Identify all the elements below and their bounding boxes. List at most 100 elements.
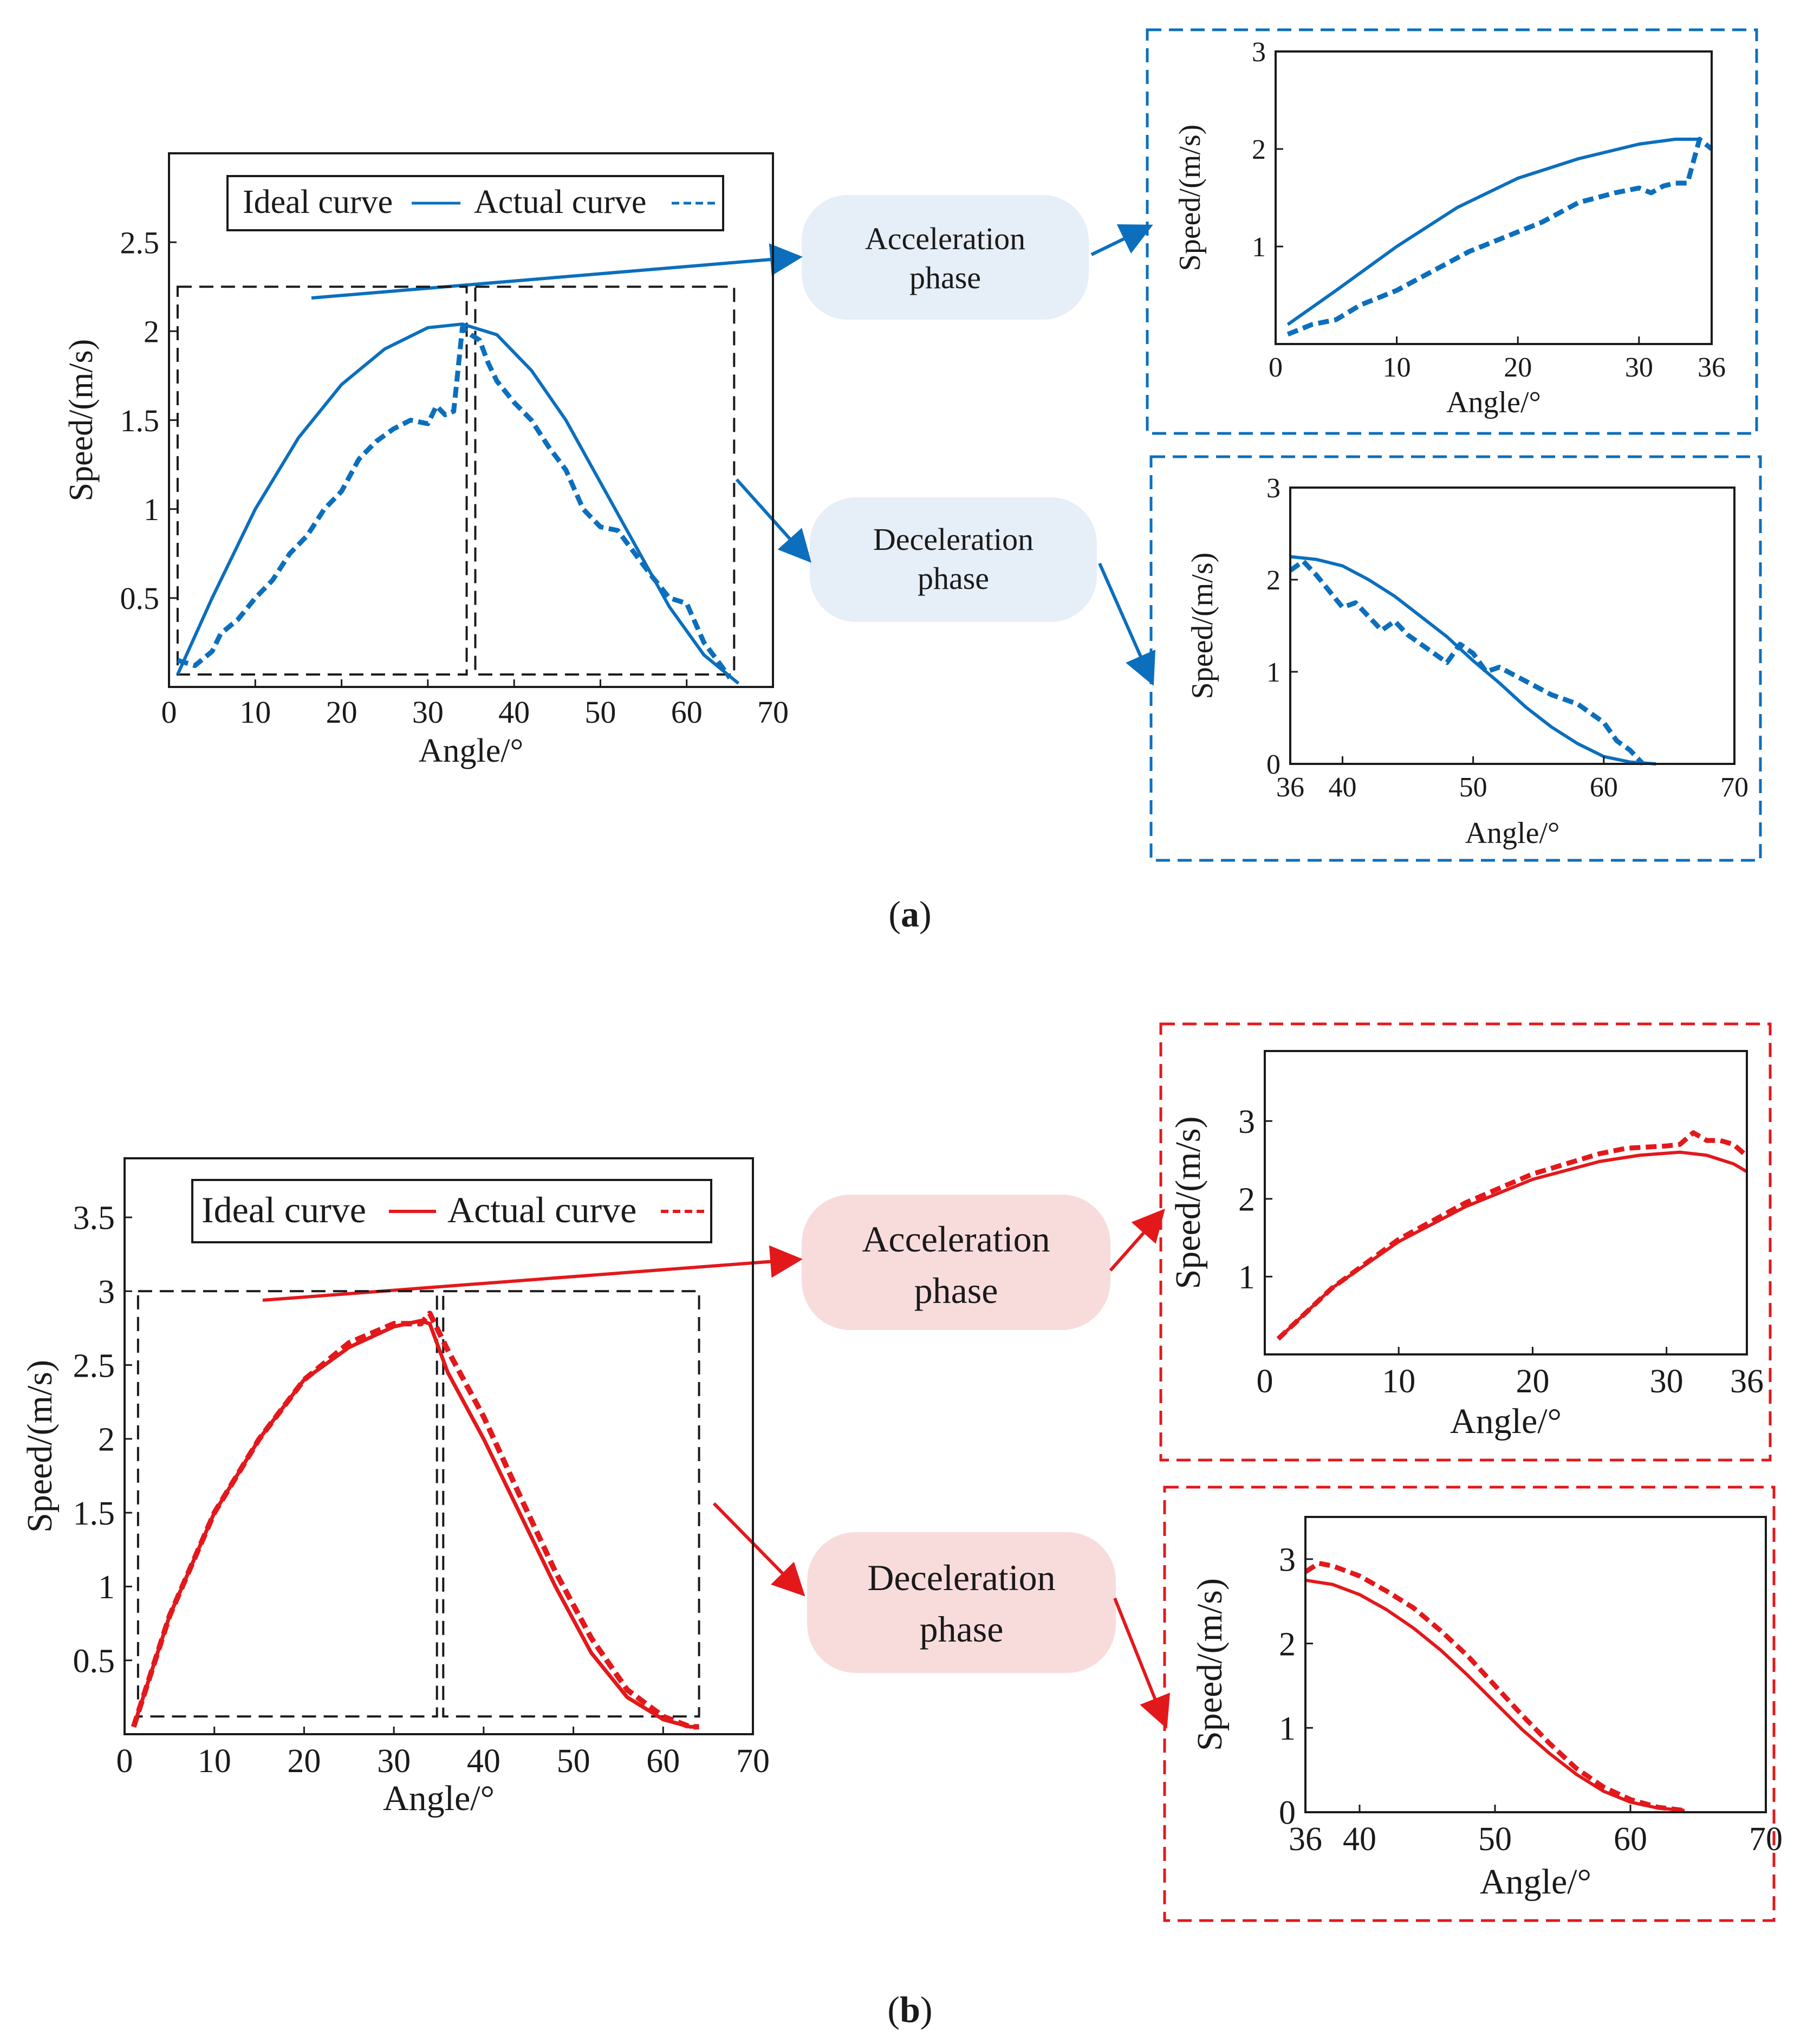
b-decel-ytick-label-3: 3 [1279,1542,1296,1579]
chart-a-accel: 0 10 20 30 36 1 2 3 Angle/° Speed/(m/s) [1173,37,1726,419]
a-main-xtick-label-6: 60 [671,695,703,730]
a-main-axes-box [168,152,774,688]
a-decel-ytick-label-2: 2 [1266,565,1280,596]
chart-b-main: 0 10 20 30 40 50 60 70 0.5 1 1.5 2 2.5 3 3.5 Angle/° Spe… [20,1157,770,1818]
b-accel-ytick-label-0: 1 [1238,1259,1255,1296]
b-main-xlabel: Angle/° [383,1779,495,1818]
a-decel-series-ideal-line [1290,555,1656,766]
a-decel-axes-box [1289,487,1735,765]
b-main-ytick-label-3: 2 [98,1422,115,1458]
b-accel-axes-box [1264,1050,1748,1355]
b-main-xtick-label-4: 40 [467,1743,500,1780]
b-main-ytick-label-2: 1.5 [73,1495,115,1532]
a-accel-xtick-label-0: 0 [1269,352,1283,383]
b-decel-pill-line1: Deceleration [867,1557,1055,1598]
a-legend: Ideal curve Actual curve [226,175,724,231]
b-accel-pill-line1: Acceleration [862,1218,1050,1260]
b-decel-pill-line2: phase [920,1609,1004,1650]
a-decel-ytick-label-0: 0 [1266,749,1280,780]
b-decel-xtick-label-4: 70 [1749,1821,1783,1858]
b-main-zoom-box-1 [442,1290,700,1718]
b-main-xtick-label-7: 70 [736,1743,770,1780]
a-main-xtick-label-2: 20 [326,695,358,730]
panel-b: Acceleration phase Deceleration phase 0 1… [20,1022,1783,2030]
a-accel-xlabel: Angle/° [1446,386,1541,419]
a-accel-xtick-label-4: 36 [1698,352,1726,383]
b-arrow-to-accel-chart [1109,1209,1165,1272]
a-decel-xtick-label-0: 36 [1276,772,1304,803]
a-accel-xtick-label-2: 20 [1504,352,1532,383]
b-accel-pill: Acceleration phase [802,1195,1110,1330]
b-legend-actual: Actual curve [447,1189,636,1230]
b-main-ytick-label-6: 3.5 [73,1200,115,1237]
b-main-xtick-label-2: 20 [287,1743,321,1780]
chart-a-decel: 36 40 50 60 70 0 1 2 3 Angle/° Speed/(m/s) [1186,473,1748,850]
a-accel-xtick-label-3: 30 [1625,352,1653,383]
a-accel-ylabel: Speed/(m/s) [1173,125,1207,271]
b-accel-xtick-label-1: 10 [1382,1363,1415,1400]
b-main-xtick-label-1: 10 [198,1743,231,1780]
b-decel-ytick-label-2: 2 [1279,1626,1296,1663]
b-accel-series-ideal-line [1277,1150,1748,1340]
b-main-axes-box [123,1157,754,1735]
b-decel-xtick-label-1: 40 [1343,1821,1376,1858]
a-accel-series-ideal-line [1286,138,1700,326]
b-decel-xlabel: Angle/° [1480,1862,1591,1902]
a-decel-xlabel: Angle/° [1465,816,1560,850]
a-main-ytick-label-4: 2.5 [120,225,160,260]
a-accel-pill: Acceleration phase [802,195,1089,320]
a-accel-pill-line2: phase [909,260,981,295]
a-main-xtick-label-4: 40 [498,695,530,730]
a-arrow-to-accel-pill [311,243,803,300]
a-main-xtick-label-7: 70 [757,695,789,730]
b-main-ytick-label-0: 0.5 [73,1643,115,1679]
caption-b: (b) [887,1989,932,2030]
a-main-ytick-label-0: 0.5 [120,581,160,616]
b-main-zoom-box-0 [136,1290,438,1718]
a-legend-actual: Actual curve [474,184,646,220]
b-accel-series-actual-line [1276,1130,1748,1341]
b-decel-pill: Deceleration phase [807,1532,1116,1673]
b-accel-xlabel: Angle/° [1450,1402,1562,1441]
a-decel-xtick-label-3: 60 [1590,772,1618,803]
panel-a: Acceleration phase Deceleration phase 0 1… [63,28,1762,935]
a-legend-ideal: Ideal curve [243,184,393,220]
a-accel-axes-box [1275,50,1713,345]
a-accel-ytick-label-1: 2 [1252,134,1266,165]
a-main-xtick-label-3: 30 [412,695,444,730]
b-decel-ytick-label-0: 0 [1279,1795,1296,1832]
b-main-xtick-label-3: 30 [377,1743,411,1780]
b-accel-ytick-label-2: 3 [1238,1104,1255,1140]
b-main-ylabel: Speed/(m/s) [20,1360,60,1533]
a-decel-pill-line1: Deceleration [873,522,1034,557]
a-accel-ytick-label-2: 3 [1252,37,1266,68]
b-main-ytick-label-5: 3 [98,1274,115,1311]
chart-a-main: 0 10 20 30 40 50 60 70 0.5 1 1.5 2 2.5 Angle/° Speed/(… [63,152,789,769]
a-decel-xtick-label-2: 50 [1459,772,1487,803]
a-decel-ytick-label-3: 3 [1266,473,1280,504]
b-decel-ylabel: Speed/(m/s) [1190,1578,1230,1751]
b-decel-series-ideal-line [1305,1578,1685,1812]
a-decel-ytick-label-1: 1 [1266,657,1280,688]
chart-b-decel: 36 40 50 60 70 0 1 2 3 Angle/° Speed/(m/s) [1190,1516,1783,1902]
b-main-series-ideal-line [132,1319,699,1729]
a-main-xtick-label-0: 0 [161,695,177,730]
a-main-ytick-label-1: 1 [144,492,159,527]
a-main-zoom-box-1 [474,286,736,676]
a-accel-frame [1146,28,1758,435]
b-main-xtick-label-5: 50 [557,1743,590,1780]
b-accel-ytick-label-1: 2 [1238,1182,1255,1218]
b-accel-xtick-label-4: 36 [1730,1363,1764,1400]
a-arrow-to-decel-chart [1098,562,1156,686]
b-main-xtick-label-6: 60 [646,1743,680,1780]
a-main-ylabel: Speed/(m/s) [63,339,100,502]
b-legend-ideal: Ideal curve [202,1189,366,1230]
b-decel-series-actual-line [1304,1561,1685,1813]
a-accel-ytick-label-0: 1 [1252,232,1266,263]
a-accel-xtick-label-1: 10 [1383,352,1411,383]
b-decel-ytick-label-1: 1 [1279,1710,1296,1747]
a-main-ytick-label-2: 1.5 [120,403,160,438]
b-accel-pill-line2: phase [914,1270,998,1311]
a-main-ytick-label-3: 2 [144,314,159,349]
